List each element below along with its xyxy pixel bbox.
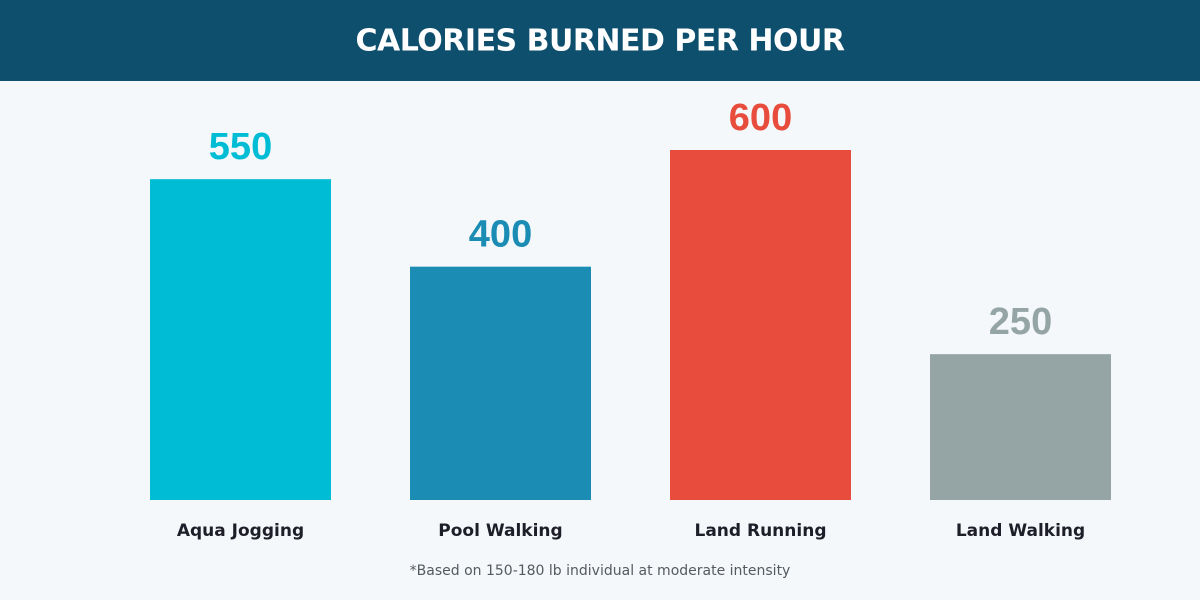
value-label: 250 bbox=[989, 301, 1052, 343]
x-tick-label: Aqua Jogging bbox=[177, 521, 304, 541]
value-label: 600 bbox=[729, 97, 792, 139]
chart-title: CALORIES BURNED PER HOUR bbox=[356, 24, 845, 59]
header-bar bbox=[0, 0, 1200, 81]
footnote: *Based on 150-180 lb individual at moder… bbox=[410, 563, 791, 579]
value-label: 400 bbox=[469, 214, 532, 256]
bar bbox=[670, 150, 851, 500]
bar bbox=[410, 266, 591, 500]
value-label: 550 bbox=[209, 126, 272, 168]
bar bbox=[930, 354, 1111, 500]
bar bbox=[150, 179, 331, 500]
x-tick-label: Pool Walking bbox=[438, 521, 562, 541]
x-tick-label: Land Walking bbox=[956, 521, 1085, 541]
x-tick-label: Land Running bbox=[695, 521, 827, 541]
